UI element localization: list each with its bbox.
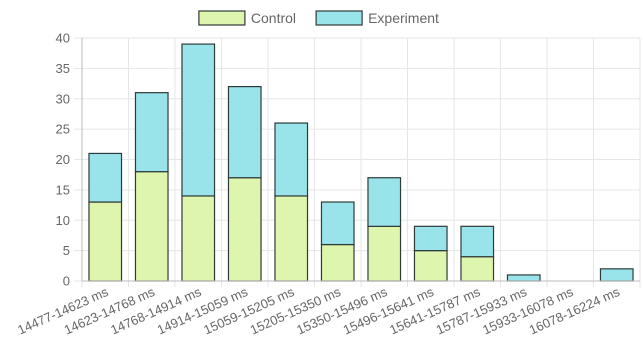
bar-experiment-11[interactable]	[599, 268, 634, 282]
axes	[81, 38, 640, 282]
bar-experiment-1[interactable]	[134, 92, 169, 173]
y-tick-label: 10	[56, 213, 70, 228]
bar-experiment-7[interactable]	[413, 225, 448, 252]
y-tick-label: 35	[56, 61, 70, 76]
bar-control-8[interactable]	[460, 256, 495, 282]
bar-control-4[interactable]	[274, 195, 309, 282]
bar-control-5[interactable]	[320, 243, 355, 282]
legend-label: Experiment	[368, 10, 439, 26]
bar-control-7[interactable]	[413, 250, 448, 282]
y-tick-label: 15	[56, 182, 70, 197]
legend-item-experiment[interactable]: Experiment	[315, 10, 439, 26]
bar-experiment-8[interactable]	[460, 225, 495, 258]
legend-item-control[interactable]: Control	[198, 10, 296, 26]
bar-control-1[interactable]	[134, 171, 169, 282]
bars	[88, 43, 634, 282]
bar-experiment-3[interactable]	[227, 85, 262, 179]
y-tick-label: 0	[63, 274, 70, 289]
legend-label: Control	[251, 10, 296, 26]
bar-experiment-5[interactable]	[320, 201, 355, 246]
y-tick-label: 40	[56, 31, 70, 46]
bar-control-0[interactable]	[88, 201, 123, 282]
bar-control-2[interactable]	[181, 195, 216, 282]
legend-swatch	[198, 10, 246, 26]
y-tick-label: 30	[56, 91, 70, 106]
y-tick-label: 25	[56, 122, 70, 137]
bar-control-6[interactable]	[367, 225, 402, 282]
legend-swatch	[315, 10, 363, 26]
bar-experiment-6[interactable]	[367, 177, 402, 227]
bar-experiment-4[interactable]	[274, 122, 309, 197]
bar-experiment-9[interactable]	[506, 274, 541, 282]
bar-experiment-0[interactable]	[88, 152, 123, 203]
y-tick-label: 20	[56, 152, 70, 167]
bar-control-3[interactable]	[227, 177, 262, 282]
y-tick-label: 5	[63, 243, 70, 258]
bar-experiment-2[interactable]	[181, 43, 216, 197]
legend: Control Experiment	[198, 10, 439, 26]
